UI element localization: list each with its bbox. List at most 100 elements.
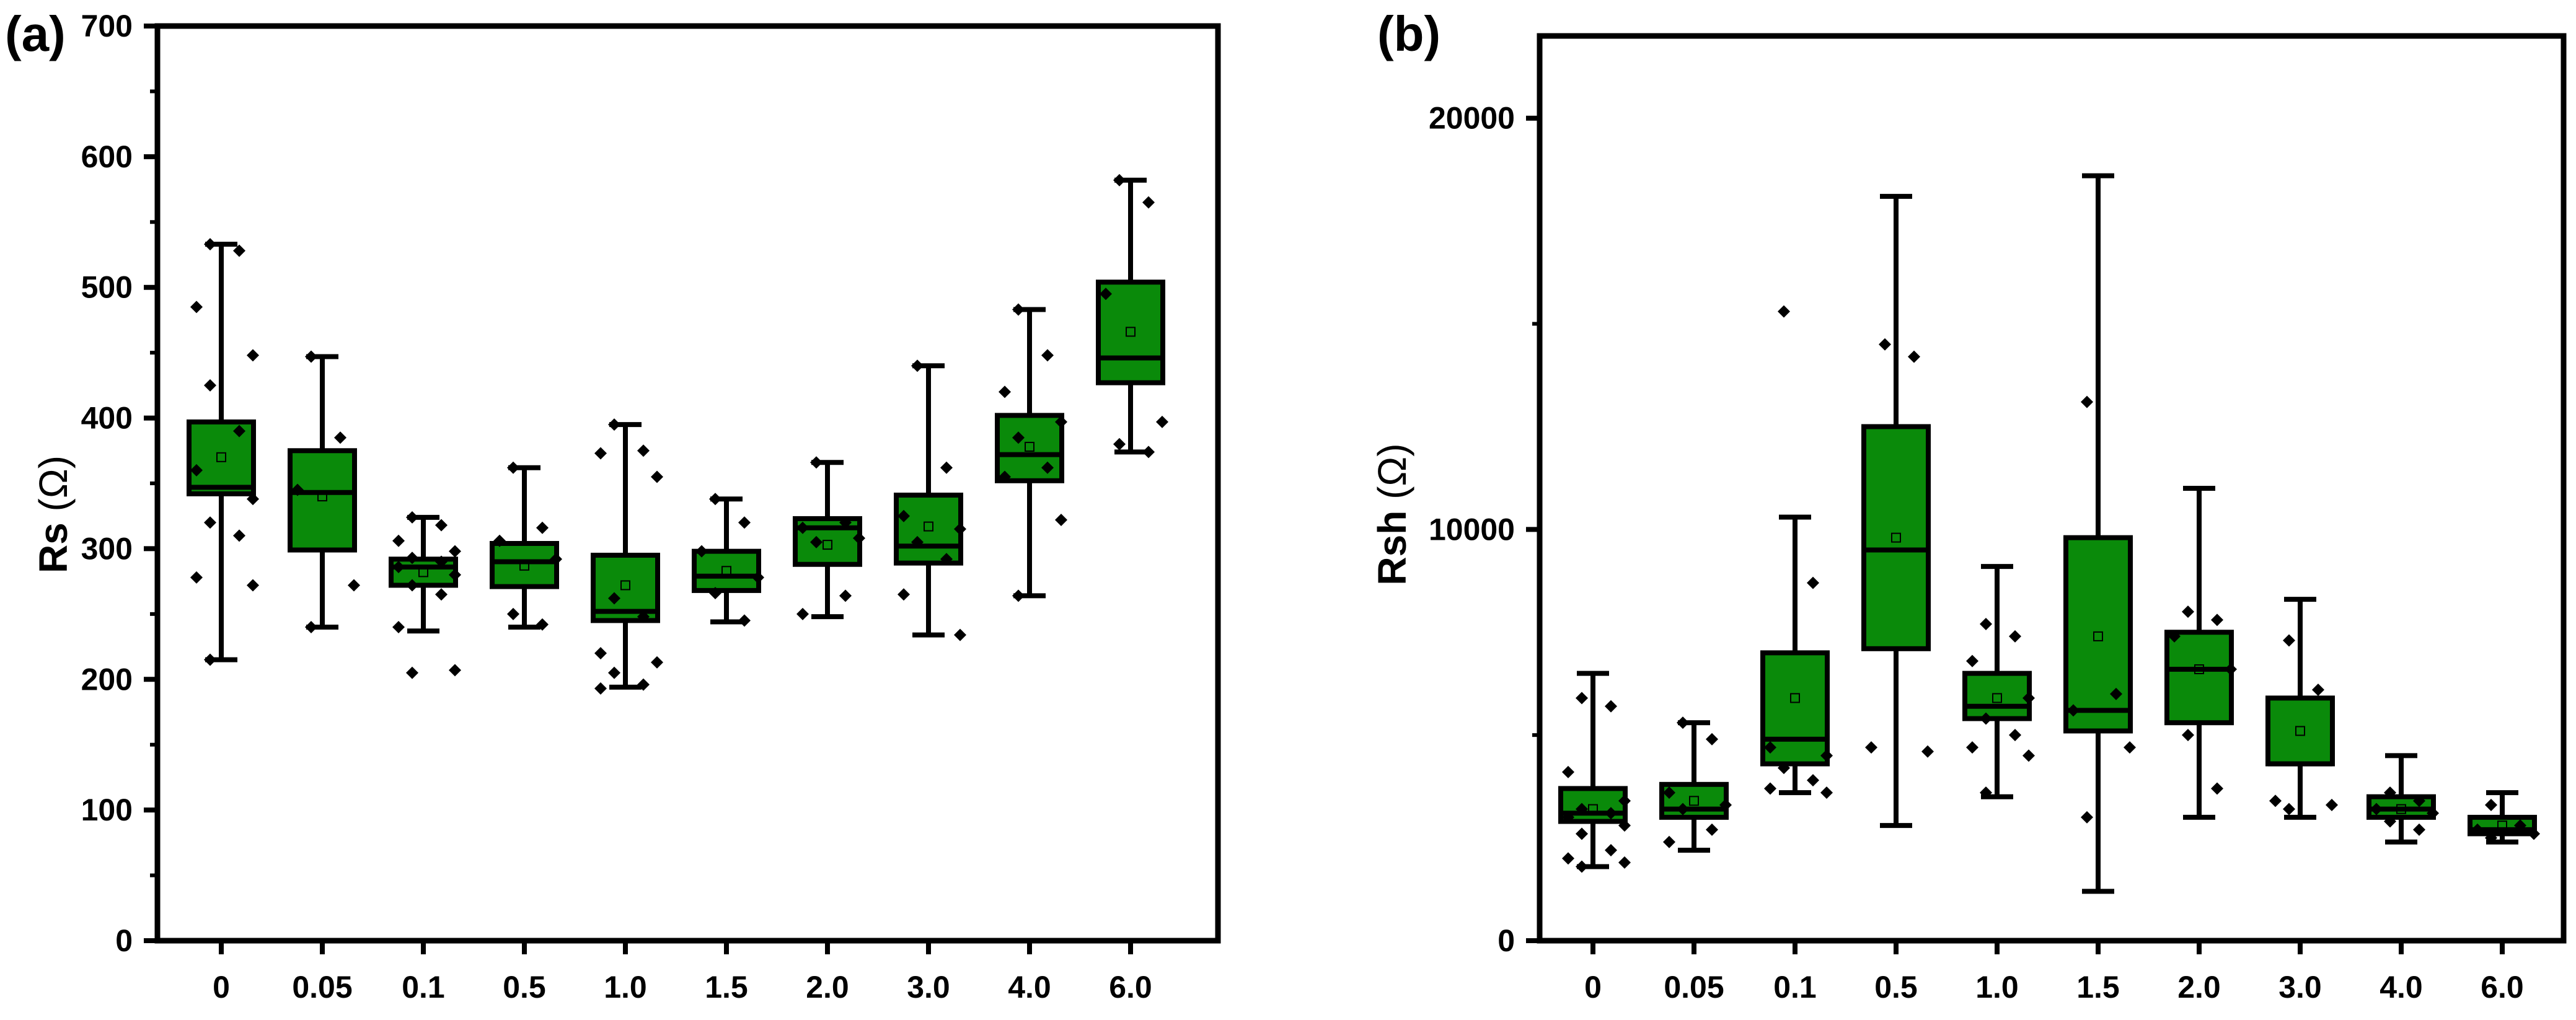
panel-b-data-point: [2514, 819, 2526, 832]
panel-b-y-axis-title: Rsh (Ω): [1370, 443, 1414, 585]
panel-a-data-point: [637, 610, 650, 623]
panel-b-mean-marker: [1689, 796, 1699, 806]
panel-b-data-point: [2384, 786, 2396, 799]
panel-a-data-point: [493, 534, 506, 547]
panel-b-box-fill: [2066, 537, 2130, 731]
panel-b-data-point: [1778, 762, 1790, 775]
panel-b-box-group: [1962, 564, 2035, 799]
panel-a-data-point: [898, 588, 910, 601]
panel-b-box-group: [1558, 670, 1631, 873]
panel-a-data-point: [1041, 461, 1054, 474]
panel-a-x-tick-label: 4.0: [1008, 970, 1051, 1005]
panel-b-box-fill: [2268, 698, 2332, 764]
panel-b-data-point: [1764, 741, 1776, 754]
panel-a-data-point: [1156, 415, 1168, 428]
panel-a-data-point: [839, 589, 852, 602]
panel-b-box-outline: [2468, 814, 2537, 837]
panel-a-data-point: [911, 535, 924, 548]
panel-b-box-group: [1760, 305, 1833, 799]
panel-b-plot-frame: [1537, 33, 2567, 944]
panel-a-box-group: [692, 493, 764, 627]
panel-a-data-point: [406, 552, 418, 565]
panel-b-box-outline: [1760, 650, 1830, 767]
panel-a-data-point: [233, 529, 245, 542]
panel-b-data-point: [1663, 835, 1675, 848]
panel-a-x-tick-label: 0.1: [402, 970, 445, 1005]
panel-a-x-tick-label: 1.5: [705, 970, 748, 1005]
panel-a-data-point: [1012, 431, 1025, 444]
panel-b-data-point: [1576, 802, 1588, 816]
panel-b-box-fill: [1864, 426, 1928, 649]
panel-a-data-point: [651, 656, 663, 669]
panel-a-box-group: [1096, 174, 1168, 459]
panel-a-data-point: [1055, 415, 1067, 428]
panel-a-data-point: [999, 385, 1011, 398]
panel-a-box-fill: [896, 495, 961, 563]
panel-a-box-group: [591, 418, 663, 695]
panel-a-data-point: [305, 620, 317, 633]
panel-b-x-tick-label: 0.5: [1874, 970, 1918, 1005]
panel-b-box-fill: [1965, 673, 2029, 719]
panel-b-data-point: [1618, 819, 1631, 832]
panel-a-data-point: [1012, 589, 1025, 602]
panel-b-data-point: [1663, 786, 1675, 799]
panel-b-data-point: [1966, 741, 1978, 754]
panel-b-data-point: [2211, 613, 2223, 627]
panel-b-data-point: [2022, 749, 2035, 762]
panel-a-y-tick-label: 400: [81, 401, 133, 436]
panel-b-data-point: [1605, 844, 1617, 856]
panel-a-data-point: [608, 418, 620, 431]
panel-b-data-point: [2413, 794, 2425, 807]
panel-b-data-point: [2413, 823, 2425, 836]
panel-a-box-outline: [490, 540, 559, 589]
panel-b-box-group: [1861, 193, 1934, 829]
panel-b-data-point: [1576, 692, 1588, 705]
panel-b-x-tick-label: 2.0: [2177, 970, 2221, 1005]
panel-b-x-tick-label: 0.05: [1664, 970, 1724, 1005]
panel-a-y-axis-title-unit: (Ω): [31, 455, 76, 511]
panel-b-x-tick-label: 4.0: [2380, 970, 2423, 1005]
panel-b-y-axis-title-unit: (Ω): [1370, 443, 1414, 499]
panel-a-data-point: [392, 534, 405, 547]
panel-a-data-point: [1041, 349, 1054, 362]
panel-b-data-point: [1807, 576, 1819, 589]
panel-a-data-point: [608, 592, 620, 605]
panel-b-data-point: [2182, 729, 2194, 742]
panel-b-label: (b): [1377, 6, 1440, 61]
panel-b-data-point: [1807, 774, 1819, 787]
panel-b-data-point: [1865, 741, 1877, 754]
panel-b-data-point: [1706, 732, 1718, 745]
panel-a-y-tick-label: 500: [81, 270, 133, 305]
panel-b-data-point: [1980, 712, 1992, 725]
panel-a-box-outline: [591, 552, 660, 623]
panel-b-box-fill: [2167, 632, 2231, 723]
panel-a-data-point: [449, 568, 461, 581]
panel-a-data-point: [507, 461, 519, 474]
panel-a-box-outline: [692, 548, 761, 593]
panel-b-data-point: [1605, 807, 1617, 820]
panel-b-box-group: [2265, 597, 2338, 820]
panel-b-data-point: [2471, 823, 2484, 836]
panel-a-box-fill: [694, 551, 759, 591]
panel-b-data-point: [2485, 799, 2497, 811]
panel-a-box-outline: [995, 413, 1064, 483]
panel-a-data-point: [1100, 288, 1112, 301]
panel-b-data-point: [1980, 618, 1992, 630]
panel-a-data-point: [334, 431, 346, 444]
panel-a-data-point: [435, 555, 448, 568]
panel-a-data-point: [435, 519, 448, 532]
panel-b-data-point: [2384, 815, 2396, 828]
panel-b-x-tick-label: 1.0: [1975, 970, 2019, 1005]
panel-a-data-point: [204, 653, 216, 666]
panel-a-data-point: [594, 447, 607, 460]
panel-a-y-tick-label: 300: [81, 531, 133, 566]
panel-a-data-point: [550, 553, 562, 566]
panel-a-data-point: [1142, 446, 1155, 459]
panel-a-data-point: [233, 244, 245, 257]
panel-b-mean-marker: [2295, 726, 2305, 736]
panel-b-data-point: [1879, 338, 1891, 351]
panel-b-box-group: [2468, 790, 2540, 845]
panel-a-data-point: [291, 483, 304, 496]
panel-b-box-outline: [1861, 424, 1931, 651]
panel-a-box-group: [187, 238, 259, 666]
